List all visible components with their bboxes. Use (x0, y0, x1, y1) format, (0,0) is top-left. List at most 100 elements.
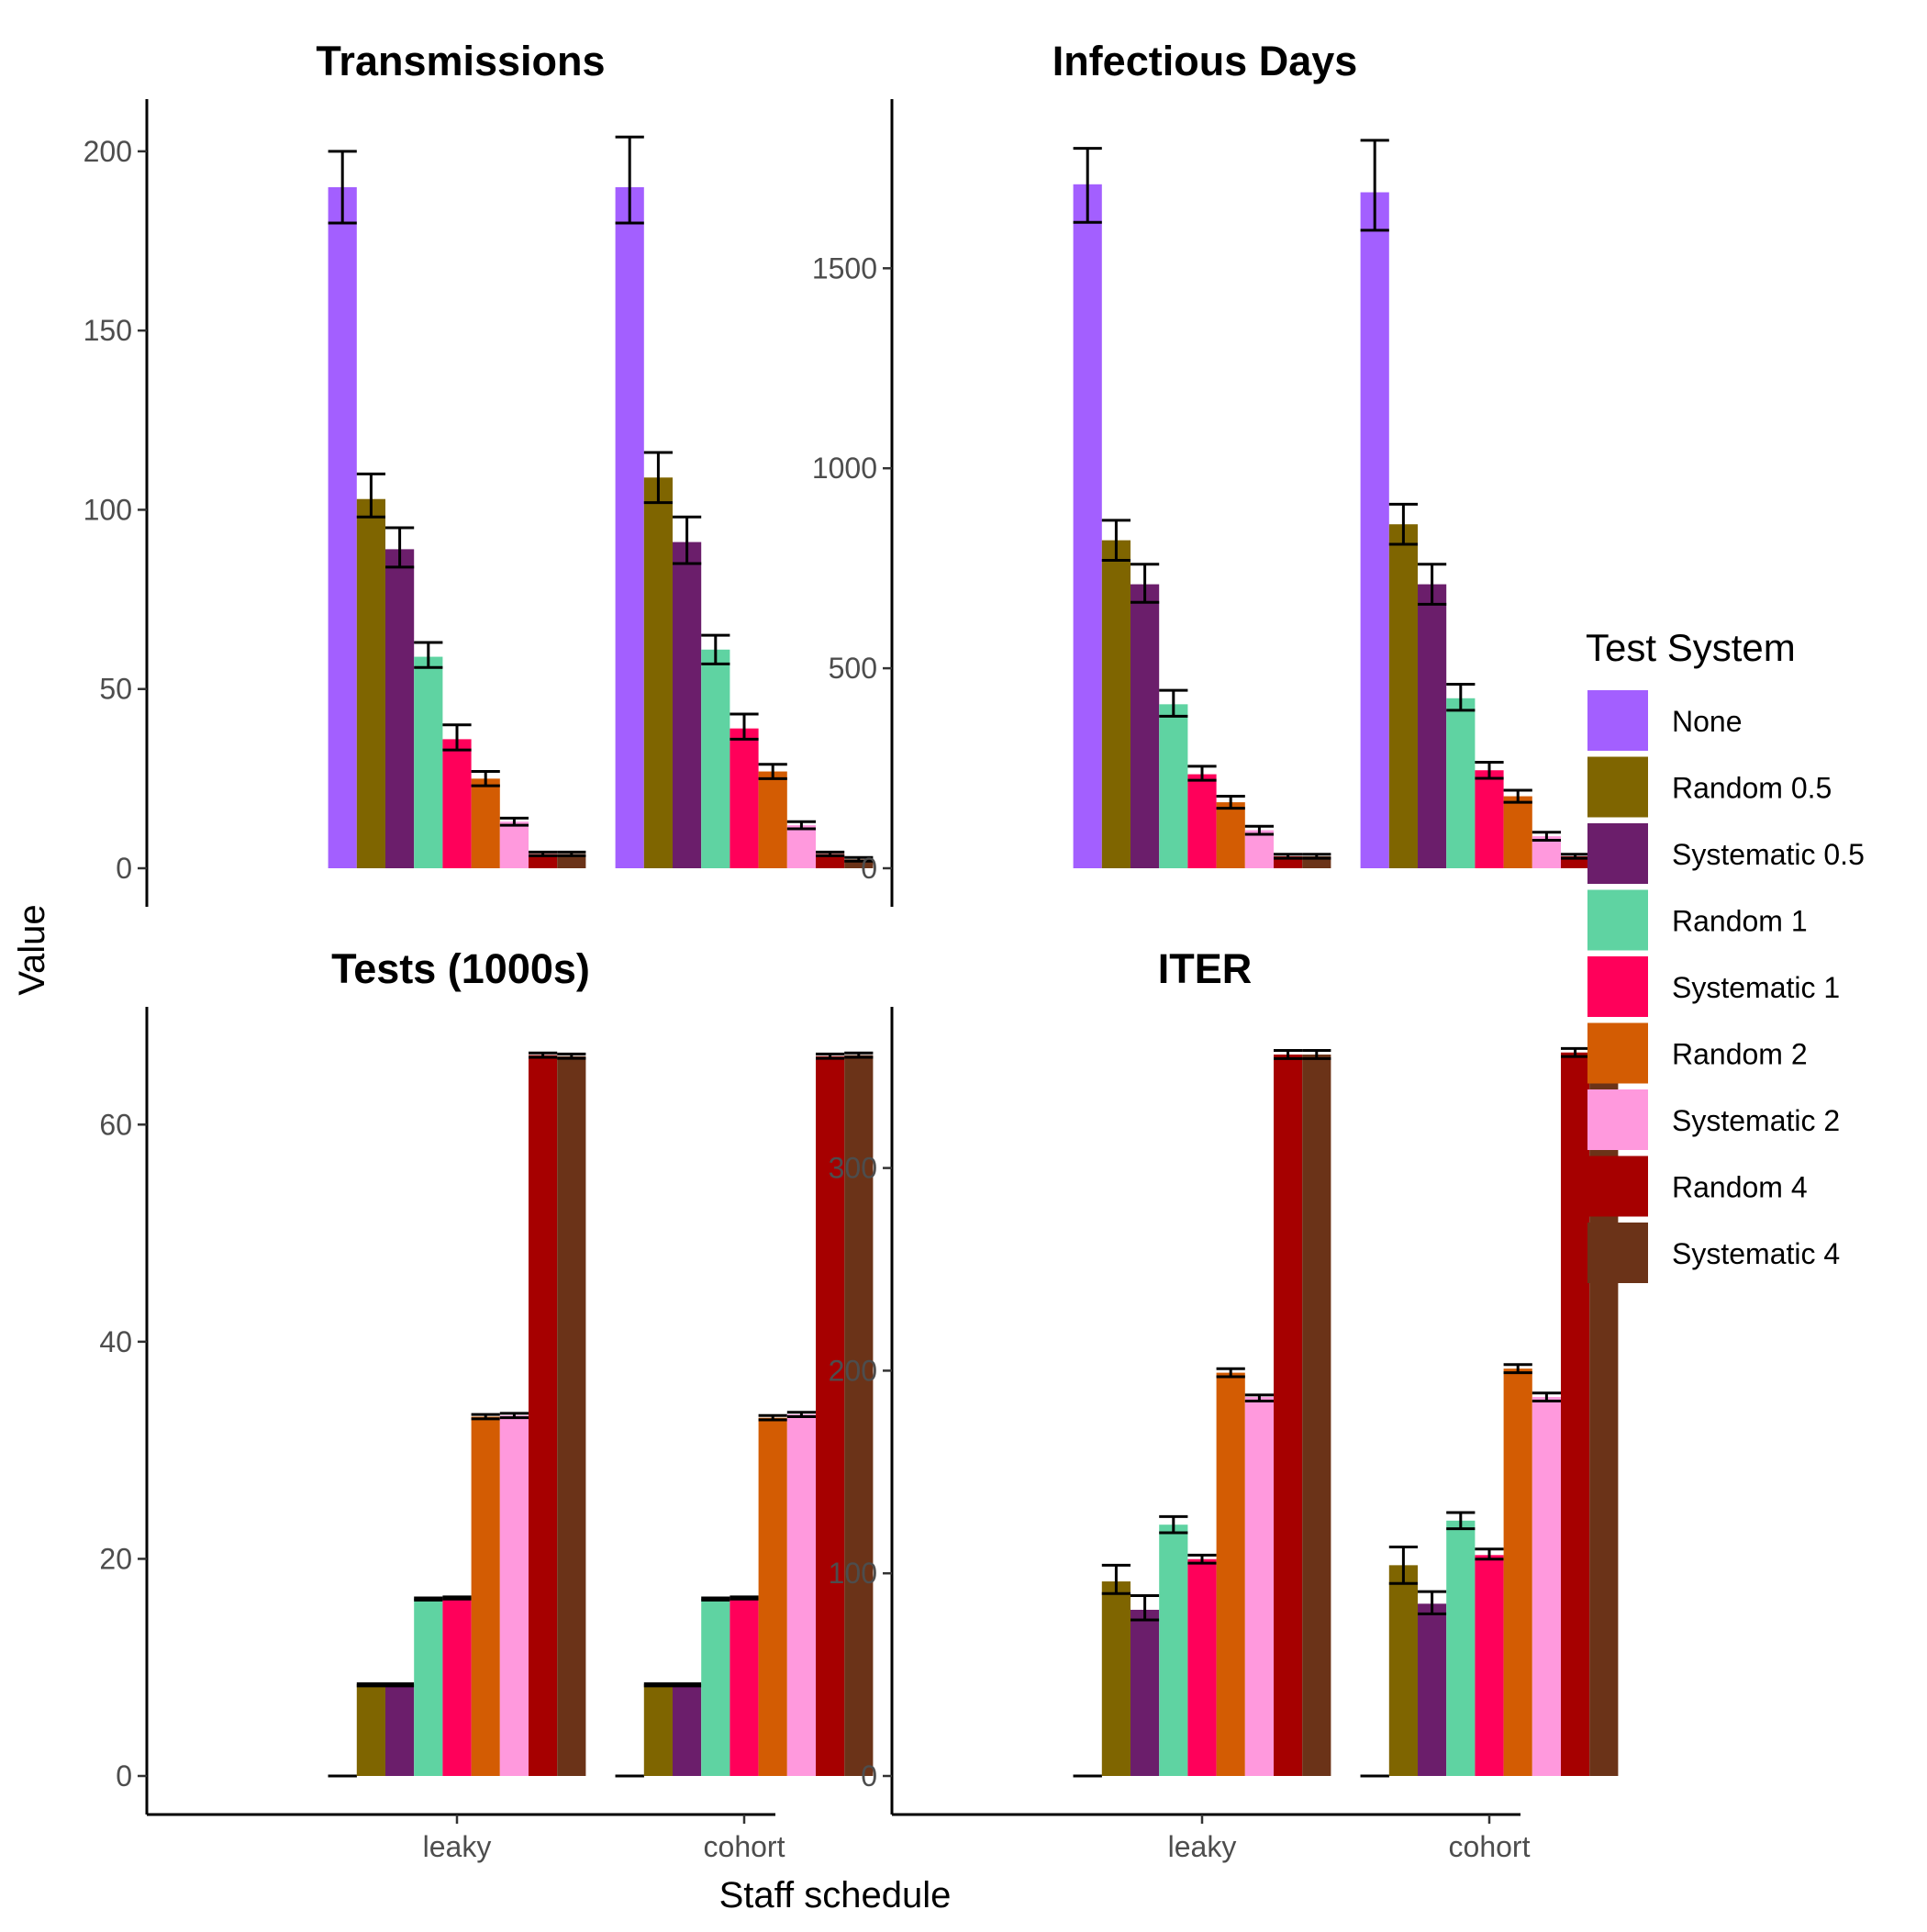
y-tick-label: 60 (99, 1108, 132, 1141)
bar-leaky-6 (1244, 830, 1274, 868)
bar-cohort-5 (1503, 796, 1532, 868)
bar-leaky-6 (1244, 1397, 1274, 1776)
bar-leaky-7 (529, 854, 558, 868)
legend-swatch (1587, 956, 1648, 1017)
legend-swatch (1587, 1223, 1648, 1283)
y-tick-label: 500 (829, 652, 877, 685)
bar-leaky-1 (1101, 540, 1131, 868)
legend-item: Systematic 1 (1587, 956, 1840, 1017)
y-tick-label: 200 (84, 135, 132, 168)
panel-tests-1000s: Tests (1000s) 0 20 40 60 leaky cohort (99, 945, 874, 1863)
y-tick-label: 1000 (812, 452, 877, 485)
bar-cohort-2 (673, 542, 702, 868)
legend-label: Random 1 (1672, 905, 1808, 938)
bar-leaky-1 (356, 1684, 385, 1776)
x-tick-label: leaky (423, 1830, 492, 1863)
bar-cohort-4 (1475, 770, 1504, 868)
bar-leaky-5 (1216, 802, 1245, 868)
panel-transmissions: Transmissions 0 50 100 150 200 (84, 38, 874, 907)
legend-items: None Random 0.5 Systematic 0.5 Random 1 Syst… (1587, 690, 1865, 1283)
legend-item: Random 1 (1587, 889, 1808, 951)
legend-item: Random 4 (1587, 1156, 1808, 1217)
legend-label: Random 2 (1672, 1038, 1808, 1071)
bar-leaky-8 (557, 854, 586, 868)
legend-swatch (1587, 690, 1648, 751)
bar-leaky-5 (471, 778, 500, 868)
legend-swatch (1587, 889, 1648, 951)
legend-label: Systematic 2 (1672, 1104, 1840, 1137)
bar-leaky-2 (385, 549, 415, 868)
panel-infectious-days: Infectious Days 0 500 1000 1500 (812, 38, 1619, 907)
bar-cohort-3 (1446, 698, 1476, 868)
bar-leaky-3 (414, 1599, 443, 1776)
bar-cohort-1 (1388, 524, 1418, 868)
bar-cohort-7 (1561, 1052, 1590, 1776)
bar-cohort-3 (1446, 1520, 1476, 1776)
panel-title: Transmissions (316, 38, 605, 84)
bar-cohort-1 (643, 1684, 673, 1776)
bar-leaky-7 (1274, 1054, 1303, 1776)
bar-cohort-3 (701, 1599, 730, 1776)
y-tick-label: 300 (829, 1152, 877, 1185)
bar-cohort-0 (615, 186, 644, 868)
bar-cohort-7 (816, 854, 845, 868)
bar-cohort-2 (1418, 584, 1447, 868)
legend-item: Random 2 (1587, 1022, 1808, 1084)
legend-swatch (1587, 1022, 1648, 1084)
panel-title: Tests (1000s) (331, 945, 590, 992)
x-axis-title: Staff schedule (719, 1875, 952, 1915)
y-tick-label: 50 (99, 673, 132, 706)
x-tick-label: leaky (1168, 1830, 1237, 1863)
bar-cohort-4 (730, 728, 759, 868)
legend-item: None (1587, 690, 1743, 751)
bar-cohort-6 (1532, 1397, 1561, 1776)
bar-cohort-3 (701, 649, 730, 868)
bar-leaky-1 (1101, 1581, 1131, 1776)
bar-cohort-5 (758, 771, 787, 868)
bar-cohort-6 (786, 1414, 816, 1776)
bar-leaky-7 (529, 1055, 558, 1776)
bar-cohort-8 (844, 1055, 874, 1776)
bar-leaky-4 (442, 739, 472, 868)
bar-leaky-0 (1073, 184, 1102, 869)
legend-swatch (1587, 1156, 1648, 1217)
bar-leaky-1 (356, 498, 385, 868)
bar-leaky-3 (414, 656, 443, 868)
bar-leaky-6 (499, 1415, 529, 1776)
legend-swatch (1587, 823, 1648, 884)
bar-leaky-8 (1302, 1054, 1331, 1776)
y-tick-label: 20 (99, 1542, 132, 1575)
bar-leaky-3 (1159, 704, 1188, 868)
bar-leaky-2 (1131, 584, 1160, 868)
x-tick-label: cohort (1449, 1830, 1531, 1863)
bar-leaky-5 (471, 1416, 500, 1776)
legend-item: Random 0.5 (1587, 756, 1832, 818)
bar-leaky-3 (1159, 1524, 1188, 1776)
x-tick-label: cohort (704, 1830, 785, 1863)
bar-cohort-4 (730, 1598, 759, 1776)
bar-leaky-5 (1216, 1372, 1245, 1776)
legend-item: Systematic 0.5 (1587, 823, 1865, 884)
legend-label: Systematic 1 (1672, 971, 1840, 1004)
legend: Test System None Random 0.5 Systematic 0.5… (1586, 626, 1865, 1283)
bar-cohort-5 (1503, 1368, 1532, 1776)
legend-title: Test System (1586, 626, 1796, 669)
y-tick-label: 100 (84, 493, 132, 526)
legend-label: Systematic 4 (1672, 1237, 1840, 1270)
y-tick-label: 150 (84, 314, 132, 347)
bar-cohort-7 (816, 1055, 845, 1776)
panel-title: ITER (1158, 945, 1253, 992)
y-tick-label: 0 (116, 1759, 132, 1792)
bar-leaky-2 (1131, 1609, 1160, 1776)
legend-item: Systematic 2 (1587, 1089, 1840, 1150)
bar-leaky-4 (1187, 774, 1217, 868)
y-tick-label: 0 (861, 852, 877, 885)
bar-leaky-4 (442, 1598, 472, 1776)
legend-swatch (1587, 1089, 1648, 1150)
bar-leaky-8 (557, 1055, 586, 1776)
y-tick-label: 1500 (812, 251, 877, 285)
bar-cohort-2 (1418, 1603, 1447, 1776)
